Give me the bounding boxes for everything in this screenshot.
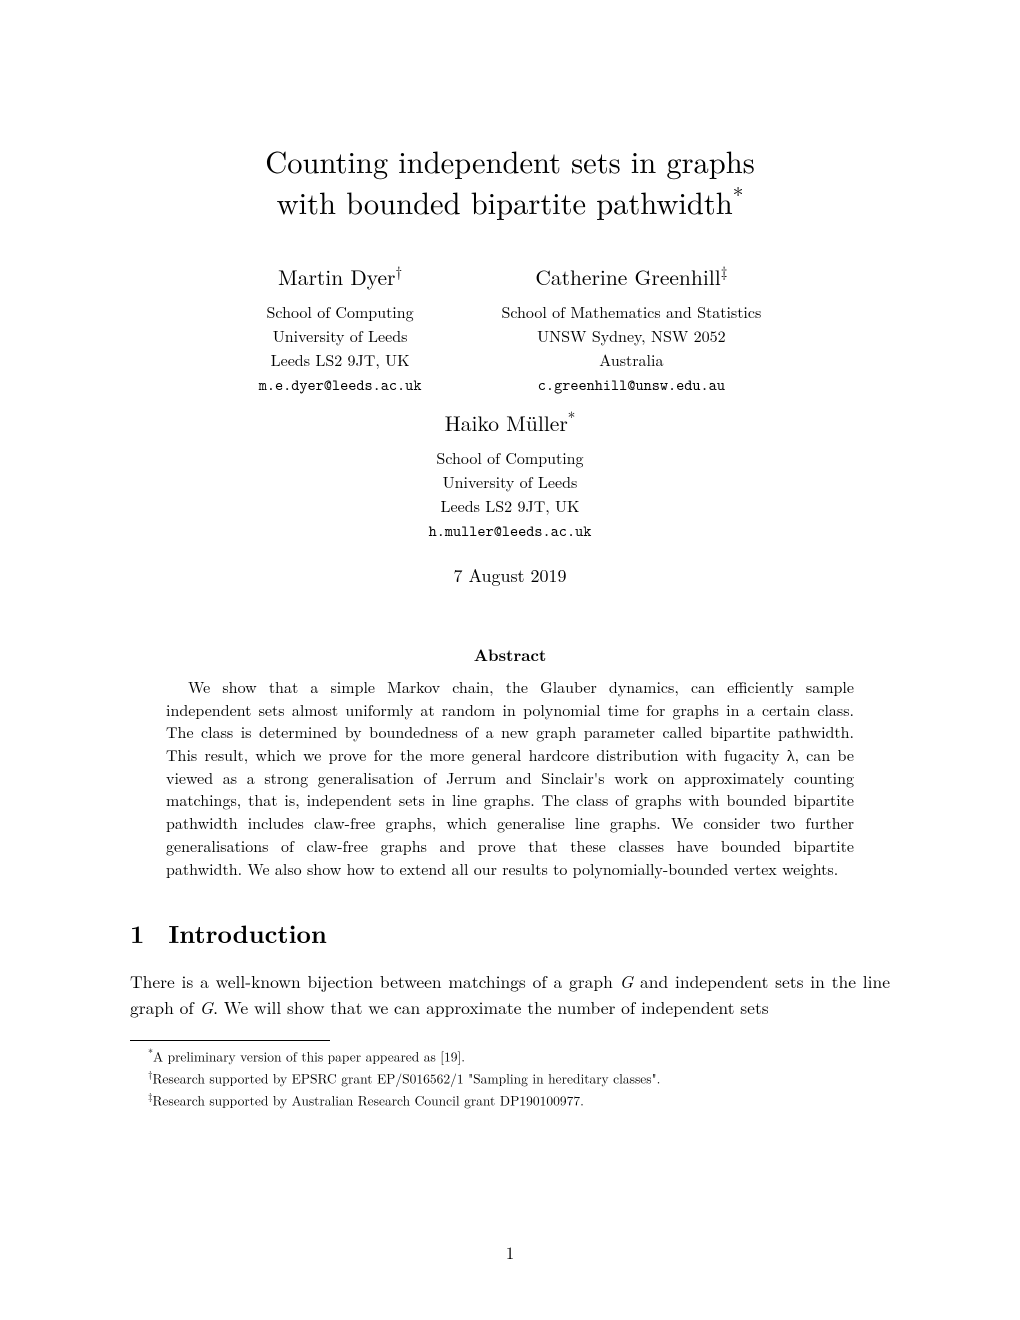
author-right: Catherine Greenhill‡ School of Mathemati… — [501, 261, 761, 395]
author-name: Haiko Müller* — [130, 407, 890, 438]
author-affiliation: School of Computing University of Leeds … — [259, 300, 422, 372]
intro-paragraph: There is a well-known bijection between … — [130, 969, 890, 1020]
page-number: 1 — [0, 1240, 1020, 1264]
footnote-rule — [130, 1040, 330, 1041]
authors-row: Martin Dyer† School of Computing Univers… — [130, 261, 890, 395]
section-heading: 1 Introduction — [130, 916, 890, 951]
author-email: m.e.dyer@leeds.ac.uk — [259, 374, 422, 395]
author-left: Martin Dyer† School of Computing Univers… — [259, 261, 422, 395]
footnote-2: †Research supported by EPSRC grant EP/S0… — [130, 1067, 890, 1089]
abstract-body: We show that a simple Markov chain, the … — [166, 676, 854, 880]
author-email: h.muller@leeds.ac.uk — [130, 520, 890, 541]
title-footnote-mark: * — [733, 180, 744, 210]
paper-page: Counting independent sets in graphs with… — [0, 0, 1020, 1320]
footnotes: *A preliminary version of this paper app… — [130, 1045, 890, 1110]
author-name: Martin Dyer† — [259, 261, 422, 292]
author-affiliation: School of Mathematics and Statistics UNS… — [501, 300, 761, 372]
author-affiliation: School of Computing University of Leeds … — [130, 446, 890, 518]
title-line-2: with bounded bipartite pathwidth — [277, 180, 733, 223]
author-center: Haiko Müller* School of Computing Univer… — [130, 407, 890, 541]
footnote-3: ‡Research supported by Australian Resear… — [130, 1089, 890, 1111]
abstract-heading: Abstract — [130, 642, 890, 666]
paper-title: Counting independent sets in graphs with… — [130, 140, 890, 223]
section-number: 1 — [130, 916, 144, 951]
paper-date: 7 August 2019 — [130, 563, 890, 588]
title-line-1: Counting independent sets in graphs — [265, 139, 755, 182]
author-email: c.greenhill@unsw.edu.au — [501, 374, 761, 395]
section-title: Introduction — [168, 916, 327, 951]
author-name: Catherine Greenhill‡ — [501, 261, 761, 292]
footnote-1: *A preliminary version of this paper app… — [130, 1045, 890, 1067]
